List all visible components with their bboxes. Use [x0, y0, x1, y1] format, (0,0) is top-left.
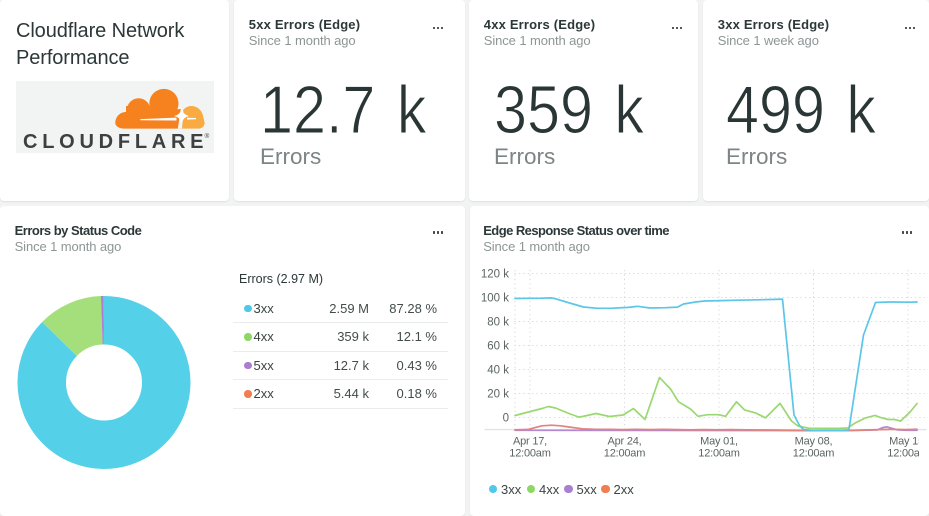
- svg-text:60 k: 60 k: [487, 341, 509, 353]
- svg-text:®: ®: [205, 132, 210, 140]
- svg-text:May 08,: May 08,: [794, 436, 832, 448]
- svg-text:Apr 24,: Apr 24,: [607, 436, 641, 448]
- svg-text:12:00am: 12:00am: [887, 448, 928, 460]
- svg-text:20 k: 20 k: [487, 389, 509, 401]
- svg-text:100 k: 100 k: [480, 293, 508, 305]
- svg-text:80 k: 80 k: [487, 317, 509, 329]
- svg-text:12:00am: 12:00am: [792, 448, 833, 460]
- svg-text:CLOUDFLARE: CLOUDFLARE: [23, 131, 208, 153]
- svg-text:120 k: 120 k: [480, 269, 508, 281]
- svg-text:Apr 17,: Apr 17,: [512, 436, 546, 448]
- svg-text:May 01,: May 01,: [700, 436, 738, 448]
- svg-text:12:00am: 12:00am: [603, 448, 644, 460]
- svg-text:0: 0: [502, 413, 508, 425]
- svg-text:40 k: 40 k: [487, 365, 509, 377]
- svg-text:12:00am: 12:00am: [698, 448, 739, 460]
- svg-text:12:00am: 12:00am: [509, 448, 550, 460]
- svg-text:May 15,: May 15,: [889, 436, 927, 448]
